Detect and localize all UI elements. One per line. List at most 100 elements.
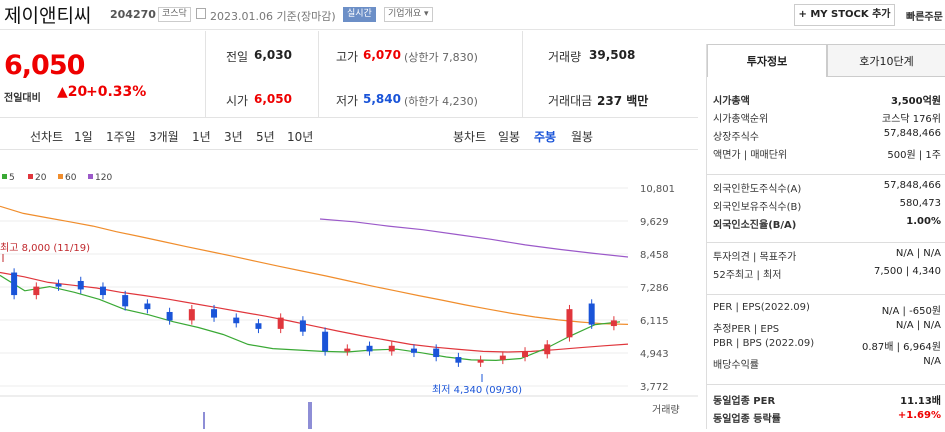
calendar-icon bbox=[196, 8, 206, 19]
company-overview-dropdown[interactable]: 기업개요 ▾ bbox=[384, 7, 433, 22]
candle-body bbox=[233, 317, 240, 324]
tab-orderbook[interactable]: 호가10단계 bbox=[827, 44, 945, 77]
y-tick-label: 9,629 bbox=[640, 217, 669, 228]
info-value: 580,473 bbox=[899, 198, 941, 209]
info-key: 동일업종 등락률 bbox=[713, 414, 781, 425]
candle-body bbox=[99, 286, 106, 296]
candle-body bbox=[77, 280, 84, 290]
info-key: 배당수익률 bbox=[713, 360, 759, 371]
price-chart-svg: 10,801 9,629 8,458 7,286 6,115 4,943 3,772 5 20 6… bbox=[0, 173, 698, 429]
candle-body bbox=[322, 331, 329, 352]
info-row: 상장주식수 57,848,466 bbox=[713, 128, 941, 146]
ma60-line bbox=[0, 205, 629, 325]
high-value: 6,070 bbox=[363, 48, 401, 62]
y-tick-label: 6,115 bbox=[640, 316, 669, 327]
price-summary: 6,050 전일대비 ▲20 +0.33% bbox=[0, 31, 205, 117]
stock-header: 제이앤티씨 204270 코스닥 2023.01.06 기준(장마감) 실시간 … bbox=[0, 0, 945, 30]
divider bbox=[707, 242, 945, 243]
info-value: N/A | N/A bbox=[895, 248, 941, 259]
low-value: 5,840 bbox=[363, 92, 401, 106]
candle-body bbox=[166, 311, 173, 321]
info-row: PER | EPS(2022.09) N/A | -650원 bbox=[713, 302, 941, 320]
info-key: 상장주식수 bbox=[713, 132, 759, 143]
change-amount: ▲20 bbox=[57, 84, 88, 100]
candle-body bbox=[410, 348, 417, 353]
upper-limit: (상한가 7,830) bbox=[404, 51, 478, 64]
volume-value: 39,508 bbox=[589, 48, 636, 62]
candle-body bbox=[566, 309, 573, 338]
candle-body bbox=[144, 303, 151, 310]
info-value: 57,848,466 bbox=[883, 128, 941, 139]
tab-weekly[interactable]: 주봉 bbox=[534, 130, 557, 144]
investment-info-rows: 시가총액 3,500억원 시가총액순위 코스닥 176위 상장주식수 57,848,466… bbox=[707, 88, 945, 429]
tab-daily[interactable]: 일봉 bbox=[498, 130, 521, 144]
stock-code: 204270 bbox=[110, 8, 156, 21]
quick-order-button[interactable]: 빠른주문 bbox=[906, 12, 943, 23]
info-row: 외국인한도주식수(A) 57,848,466 bbox=[713, 180, 941, 198]
volume-bar bbox=[308, 402, 312, 429]
low-label: 저가 bbox=[336, 94, 359, 108]
candle-body bbox=[255, 323, 262, 329]
volume-label: 거래량 bbox=[652, 404, 680, 416]
ma20-line bbox=[0, 271, 629, 353]
market-badge: 코스닥 bbox=[158, 7, 191, 22]
candle-body bbox=[55, 283, 62, 287]
trade-value-label: 거래대금 bbox=[548, 94, 593, 108]
info-row: 외국인보유주식수(B) 580,473 bbox=[713, 198, 941, 216]
candle-body bbox=[33, 286, 40, 296]
tab-10year[interactable]: 10년 bbox=[287, 130, 314, 144]
info-value: 500원 | 1주 bbox=[887, 150, 941, 161]
tab-investment-info[interactable]: 투자정보 bbox=[707, 44, 827, 77]
legend-label: 20 bbox=[35, 173, 47, 183]
info-value: 코스닥 176위 bbox=[881, 114, 941, 125]
info-key: 액면가 | 매매단위 bbox=[713, 150, 788, 161]
candle-body bbox=[277, 317, 284, 329]
divider bbox=[522, 31, 523, 117]
info-key: 투자의견 | 목표주가 bbox=[713, 252, 797, 263]
period-tabs: 선차트 1일 1주일 3개월 1년 3년 5년 10년 봉차트 일봉 주봉 월봉 bbox=[0, 118, 698, 150]
info-key: 외국인소진율(B/A) bbox=[713, 220, 797, 231]
open-label: 시가 bbox=[226, 94, 249, 108]
low-annotation: 최저 4,340 (09/30) bbox=[432, 384, 522, 396]
current-price: 6,050 bbox=[4, 50, 85, 81]
candle-body bbox=[588, 303, 595, 325]
candle-body bbox=[544, 344, 551, 355]
tab-3year[interactable]: 3년 bbox=[224, 130, 243, 144]
prev-close-label: 전일 bbox=[226, 50, 249, 64]
divider bbox=[707, 294, 945, 295]
candle-body bbox=[211, 309, 218, 318]
info-key: 외국인보유주식수(B) bbox=[713, 202, 802, 213]
info-value: N/A | -650원 bbox=[881, 306, 941, 317]
tab-5year[interactable]: 5년 bbox=[256, 130, 275, 144]
info-row: 시가총액 3,500억원 bbox=[713, 92, 941, 110]
change-percent: +0.33% bbox=[86, 84, 147, 100]
tab-3month[interactable]: 3개월 bbox=[149, 130, 179, 144]
info-row: PBR | BPS (2022.09) 0.87배 | 6,964원 bbox=[713, 338, 941, 356]
info-value: 57,848,466 bbox=[883, 180, 941, 191]
tab-1day[interactable]: 1일 bbox=[74, 130, 93, 144]
candle-body bbox=[433, 348, 440, 358]
info-row: 투자의견 | 목표주가 N/A | N/A bbox=[713, 248, 941, 266]
candle-body bbox=[499, 355, 506, 360]
candle-chart-label: 봉차트 bbox=[453, 130, 487, 144]
info-value: +1.69% bbox=[897, 410, 941, 421]
tab-1week[interactable]: 1주일 bbox=[106, 130, 136, 144]
divider bbox=[318, 31, 319, 117]
tab-1year[interactable]: 1년 bbox=[192, 130, 211, 144]
investment-info-panel: 투자정보 호가10단계 시가총액 3,500억원 시가총액순위 코스닥 176위 상장주… bbox=[706, 44, 945, 429]
y-tick-label: 4,943 bbox=[640, 349, 669, 360]
info-value: N/A | N/A bbox=[895, 320, 941, 331]
divider bbox=[205, 31, 206, 117]
tab-monthly[interactable]: 월봉 bbox=[571, 130, 594, 144]
add-my-stock-button[interactable]: + MY STOCK 추가 bbox=[794, 4, 895, 26]
info-row: 동일업종 등락률 +1.69% bbox=[713, 410, 941, 428]
info-key: 외국인한도주식수(A) bbox=[713, 184, 802, 195]
info-value: 7,500 | 4,340 bbox=[874, 266, 941, 277]
y-tick-label: 7,286 bbox=[640, 283, 669, 294]
info-key: 추정PER | EPS bbox=[713, 324, 780, 335]
candle-body bbox=[11, 272, 18, 296]
candle-body bbox=[299, 320, 306, 332]
info-value: N/A bbox=[923, 356, 941, 367]
realtime-button[interactable]: 실시간 bbox=[343, 7, 376, 22]
ma120-line bbox=[319, 218, 629, 258]
